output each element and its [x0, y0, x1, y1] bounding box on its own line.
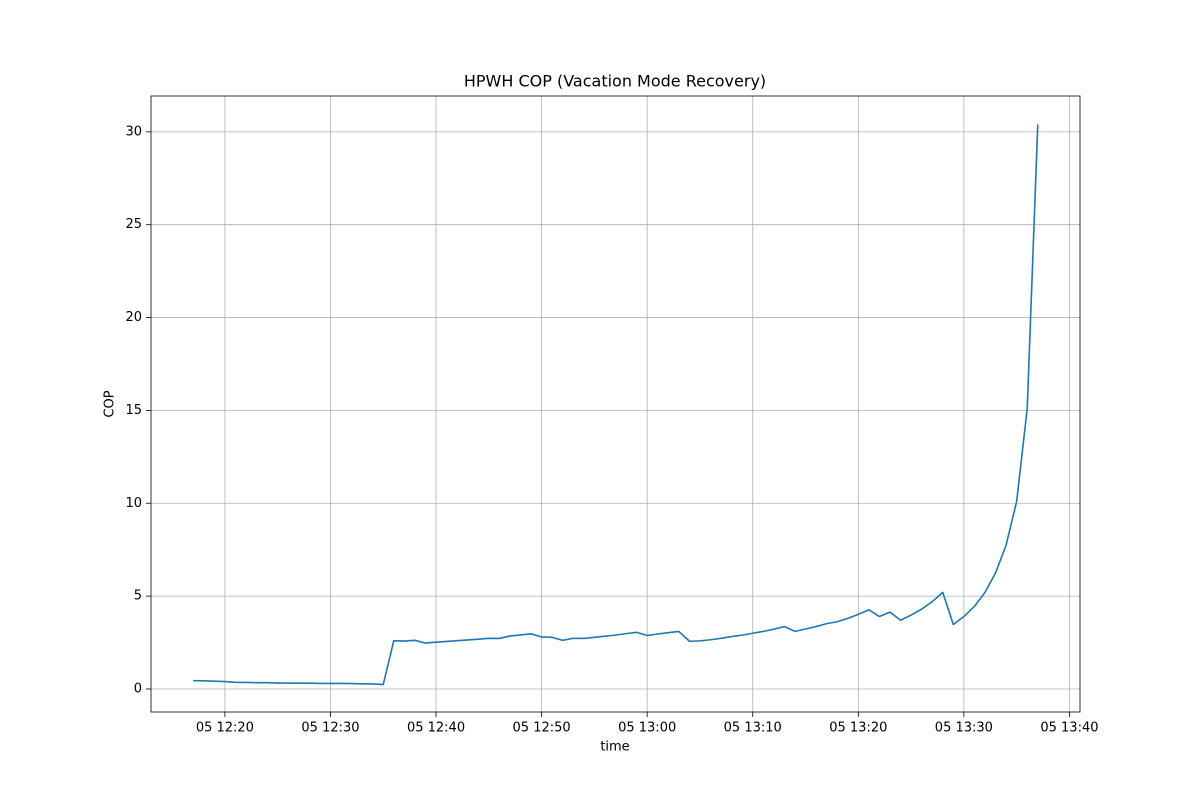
- x-tick-label: 05 12:50: [513, 721, 571, 736]
- plot-frame: [150, 95, 1081, 713]
- x-tick-label: 05 13:30: [935, 721, 993, 736]
- y-axis-label: COP: [103, 390, 118, 417]
- y-tick-label: 20: [125, 310, 142, 325]
- data-line: [193, 124, 1039, 686]
- y-tick-label: 5: [134, 589, 142, 604]
- x-tick-label: 05 13:00: [618, 721, 676, 736]
- x-tick-label: 05 13:40: [1040, 721, 1098, 736]
- x-axis-label: time: [600, 740, 629, 755]
- x-tick-label: 05 12:20: [196, 721, 254, 736]
- y-tick-label: 0: [134, 681, 142, 696]
- y-tick-label: 10: [125, 496, 142, 511]
- x-tick-label: 05 12:30: [301, 721, 359, 736]
- y-tick-label: 25: [125, 217, 142, 232]
- y-tick-label: 15: [125, 403, 142, 418]
- y-tick-label: 30: [125, 124, 142, 139]
- x-tick-label: 05 13:20: [829, 721, 887, 736]
- x-tick-label: 05 12:40: [407, 721, 465, 736]
- x-tick-label: 05 13:10: [724, 721, 782, 736]
- chart-title: HPWH COP (Vacation Mode Recovery): [464, 72, 766, 91]
